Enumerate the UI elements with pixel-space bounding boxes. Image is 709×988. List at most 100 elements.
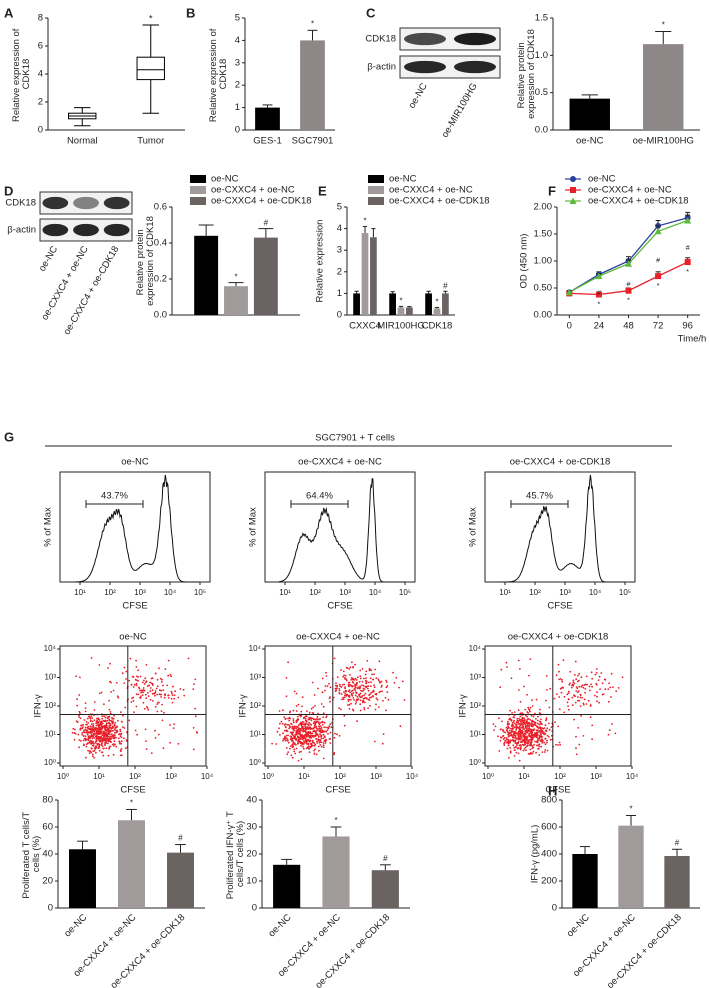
event-dot xyxy=(601,682,604,685)
event-dot xyxy=(508,731,511,734)
event-dot xyxy=(284,718,287,720)
event-dot xyxy=(293,726,296,729)
event-dot xyxy=(526,744,529,747)
event-dot xyxy=(357,693,360,696)
point xyxy=(684,217,692,224)
event-dot xyxy=(608,729,611,732)
event-dot xyxy=(160,710,163,712)
event-dot xyxy=(556,693,558,696)
event-dot xyxy=(132,686,135,688)
event-dot xyxy=(325,731,328,733)
bar xyxy=(406,307,413,315)
event-dot xyxy=(621,676,624,679)
event-dot xyxy=(567,705,569,707)
event-dot xyxy=(529,719,532,721)
event-dot xyxy=(575,747,577,750)
event-dot xyxy=(528,723,531,726)
event-dot xyxy=(538,734,541,737)
event-dot xyxy=(349,691,351,694)
event-dot xyxy=(154,729,156,732)
event-dot xyxy=(109,737,112,740)
event-dot xyxy=(350,692,353,695)
bar xyxy=(255,107,280,130)
x-tick-label: oe-CXXC4 + oe-CDK18 xyxy=(605,912,684,988)
event-dot xyxy=(302,747,305,750)
event-dot xyxy=(84,728,87,731)
event-dot xyxy=(507,740,510,743)
event-dot xyxy=(349,698,351,701)
panel-label: F xyxy=(548,183,556,198)
event-dot xyxy=(117,737,120,740)
event-dot xyxy=(302,737,305,740)
event-dot xyxy=(300,714,303,717)
flow-tick-label: 10⁰ xyxy=(249,758,261,767)
event-dot xyxy=(558,708,561,711)
event-dot xyxy=(546,689,548,691)
event-dot xyxy=(543,733,545,736)
y-axis-label: Relative protein expression of CDK18 xyxy=(515,29,536,119)
y-tick-label: 2 xyxy=(337,266,342,277)
label-line: Relative expression of xyxy=(10,26,21,122)
flow-tick-label: 10³ xyxy=(134,588,146,597)
event-dot xyxy=(516,744,518,746)
event-dot xyxy=(117,696,120,699)
event-dot xyxy=(293,690,296,693)
event-dot xyxy=(102,747,105,750)
event-dot xyxy=(91,720,94,723)
event-dot xyxy=(94,733,96,735)
bar xyxy=(273,864,301,908)
event-dot xyxy=(588,685,591,688)
event-dot xyxy=(574,660,577,663)
event-dot xyxy=(541,729,543,732)
event-dot xyxy=(575,753,578,756)
event-dot xyxy=(87,749,89,752)
flow-tick-label: 10³ xyxy=(339,588,351,597)
event-dot xyxy=(513,711,516,713)
event-dot xyxy=(521,712,524,715)
y-axis-label: Relative expression of CDK18 xyxy=(10,26,31,122)
event-dot xyxy=(515,737,518,740)
event-dot xyxy=(517,709,520,712)
event-dot xyxy=(580,685,583,688)
flow-y-label: IFN-γ xyxy=(458,694,469,717)
flow-tick-label: 10¹ xyxy=(279,588,291,597)
event-dot xyxy=(599,688,601,690)
panel-label: H xyxy=(548,783,557,798)
event-dot xyxy=(348,681,351,684)
event-dot xyxy=(610,696,612,698)
event-dot xyxy=(336,685,339,688)
event-dot xyxy=(347,698,350,701)
event-dot xyxy=(507,742,510,745)
event-dot xyxy=(163,696,166,699)
event-dot xyxy=(83,729,85,732)
event-dot xyxy=(120,754,123,756)
event-dot xyxy=(333,753,335,756)
event-dot xyxy=(598,701,600,704)
event-dot xyxy=(311,739,314,742)
event-dot xyxy=(342,698,345,701)
panel-label: G xyxy=(4,429,14,444)
point xyxy=(684,259,691,266)
event-dot xyxy=(169,673,172,676)
event-dot xyxy=(530,722,533,725)
event-dot xyxy=(88,752,91,755)
panel-label: A xyxy=(4,5,14,20)
event-dot xyxy=(363,706,366,709)
y-axis-label: OD (450 nm) xyxy=(519,234,530,289)
event-dot xyxy=(560,691,563,694)
event-dot xyxy=(525,738,527,741)
bar xyxy=(370,237,377,315)
event-dot xyxy=(532,715,535,718)
event-dot xyxy=(289,710,292,713)
event-dot xyxy=(315,737,317,740)
y-tick-label: 0 xyxy=(235,125,240,136)
event-dot xyxy=(90,741,93,744)
event-dot xyxy=(578,699,581,702)
event-dot xyxy=(527,718,529,720)
event-dot xyxy=(81,731,84,734)
event-dot xyxy=(347,704,349,706)
flow-x-label: CFSE xyxy=(122,601,147,612)
event-dot xyxy=(578,743,581,746)
event-dot xyxy=(524,726,527,729)
event-dot xyxy=(538,723,541,726)
